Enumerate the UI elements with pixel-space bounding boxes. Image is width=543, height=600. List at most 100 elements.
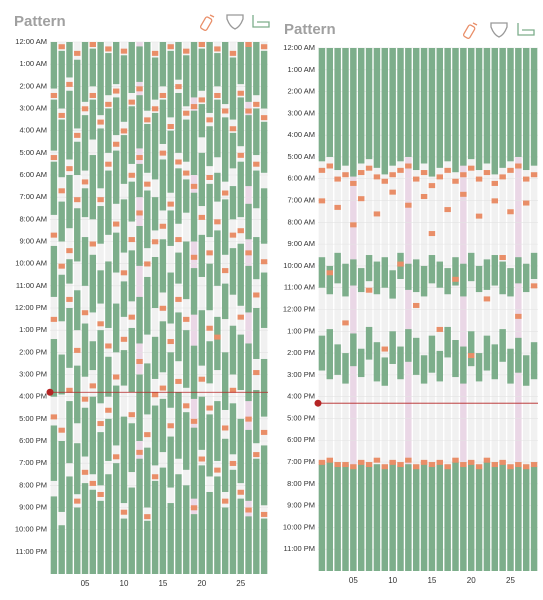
feed-mark [214,467,221,473]
feed-mark [237,314,244,320]
sleep-block [128,250,135,302]
feed-mark [365,165,373,171]
feed-mark [214,92,221,98]
diaper-icon[interactable] [226,14,244,30]
sleep-block [206,126,213,167]
feed-mark [436,326,444,332]
feed-mark [74,132,81,138]
feed-mark [151,50,159,56]
sleep-block [50,496,58,574]
sleep-block [530,48,538,166]
sleep-block [97,42,104,116]
sleep-block [58,119,65,178]
y-tick-label: 1:00 AM [19,59,47,68]
sleep-block [428,466,436,571]
feed-mark [357,459,365,465]
feed-mark [515,163,522,169]
x-tick-label: 05 [349,576,358,585]
sleep-block [81,407,89,457]
sleep-block [522,468,530,571]
sleep-block [412,48,420,171]
sleep-block [467,331,475,367]
sleep-block [326,265,334,295]
feed-mark [151,474,159,480]
sleep-block [81,237,89,286]
sleep-block [120,281,128,317]
feed-mark [420,170,428,176]
sleep-block [253,458,260,574]
feed-mark [245,108,252,114]
feed-mark [260,511,268,517]
sleep-block [245,115,252,187]
feed-mark [183,170,190,176]
feed-mark [66,296,73,302]
y-tick-label: 11:00 PM [283,544,315,553]
sleep-block [167,503,174,574]
sleep-block [190,268,198,315]
feed-mark [530,172,538,178]
sleep-block [151,257,159,308]
sleep-block [483,335,491,371]
sleep-block [105,418,112,461]
sleep-block [58,354,65,395]
sleep-block [89,99,97,140]
diaper-icon[interactable] [490,22,508,38]
sleep-block [112,303,120,353]
feed-mark [237,152,244,158]
feed-mark [128,99,135,105]
feed-mark [136,210,143,216]
sleep-block [357,462,365,571]
sleep-block [120,416,128,504]
feed-mark [475,176,483,182]
y-tick-label: 9:00 PM [287,501,315,510]
sleep-block [260,445,268,506]
feed-mark [245,416,252,422]
feed-mark [214,46,221,52]
sleep-block [175,42,182,80]
feed-mark [136,155,143,161]
y-tick-label: 4:00 AM [287,130,315,139]
y-tick-label: 5:00 AM [287,152,315,161]
sleep-block [66,308,73,368]
sleep-block [167,272,174,324]
feed-mark [221,108,229,114]
sleep-block [467,48,475,160]
sleep-block [221,507,229,574]
feed-mark [144,514,151,520]
y-tick-label: 7:00 PM [287,457,315,466]
sleep-block [190,110,198,175]
feed-mark [389,459,396,465]
feed-mark [260,429,268,435]
feed-mark [167,124,174,130]
feed-mark [253,370,260,376]
feed-mark [105,407,112,413]
sleep-block [89,48,97,87]
sleep-block [144,276,151,335]
feed-mark [50,232,58,238]
sleep-block [120,135,128,184]
y-tick-label: 12:00 PM [283,304,315,313]
feed-mark [373,211,381,217]
sleep-block [491,344,499,380]
y-tick-label: 10:00 AM [15,259,47,268]
sleep-block [105,474,112,574]
sleep-block [120,518,128,574]
bottle-icon[interactable] [199,14,215,31]
feed-mark [97,119,104,125]
feed-mark [206,250,213,256]
y-tick-label: 7:00 PM [19,458,47,467]
sleep-block [237,42,244,85]
feed-mark [530,283,538,289]
sleep-block [112,385,120,446]
sleep-block [151,480,159,574]
sleep-block [350,333,357,367]
sleep-block [373,261,381,295]
sleep-block [507,48,514,162]
crib-icon[interactable] [252,15,270,28]
sleep-block [507,468,514,571]
crib-icon[interactable] [517,23,535,36]
bottle-icon[interactable] [462,22,478,39]
sleep-block [260,358,268,417]
feed-mark [326,270,334,276]
feed-mark [50,92,58,98]
